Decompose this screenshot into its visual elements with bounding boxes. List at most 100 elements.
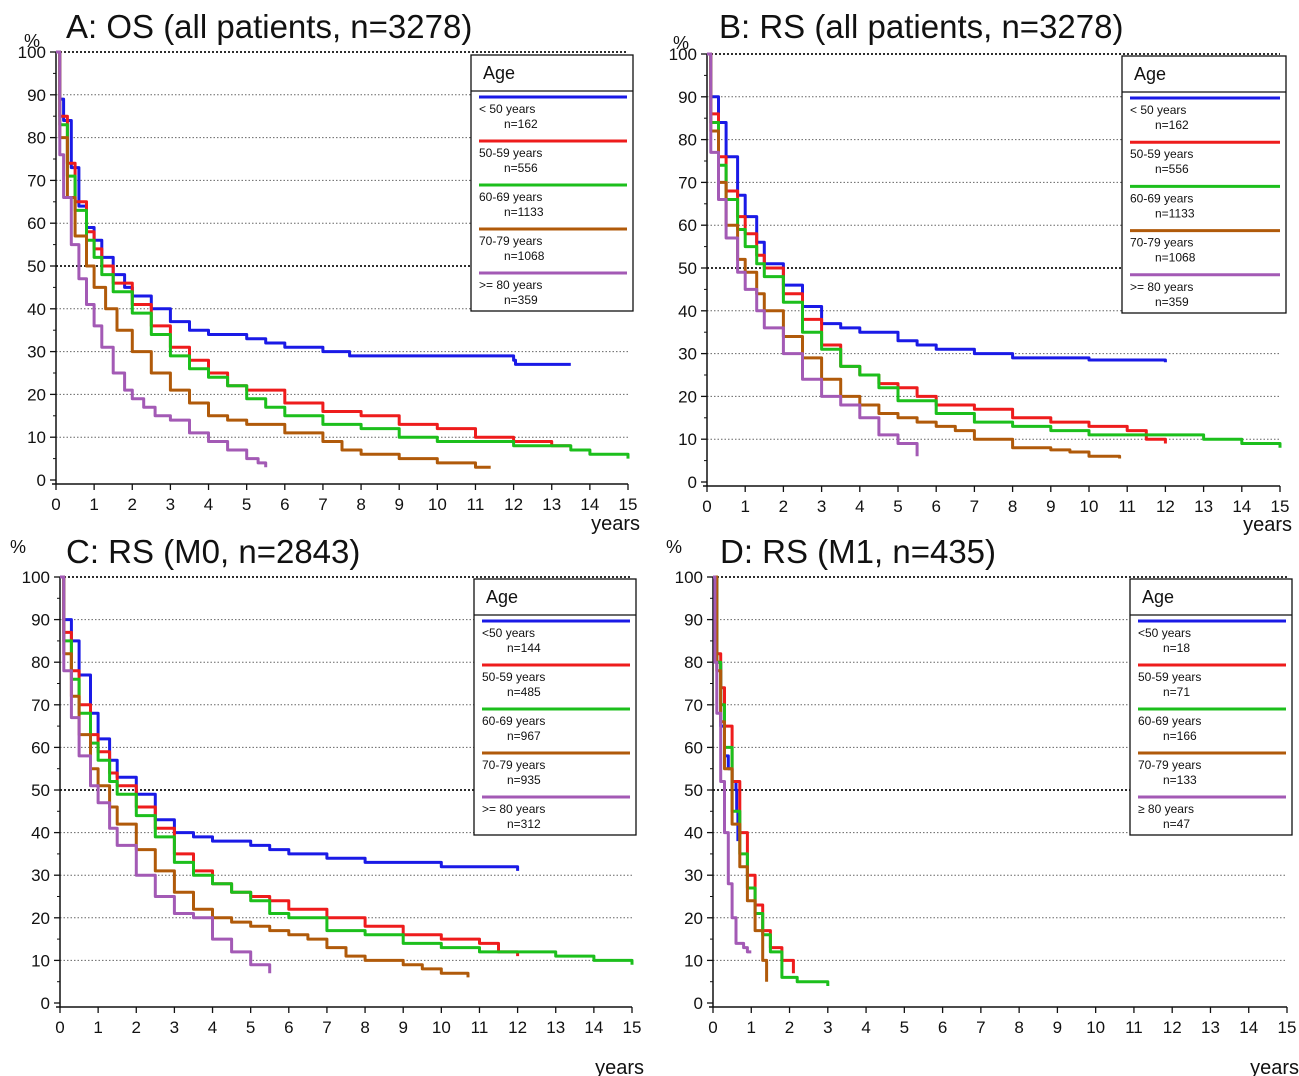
y-tick-label: 90: [31, 611, 50, 630]
chart-title: C: RS (M0, n=2843): [66, 533, 360, 570]
legend-label-5: >= 80 years: [482, 802, 545, 816]
legend-count-2: n=71: [1163, 685, 1190, 699]
y-tick-label: 90: [678, 88, 697, 107]
y-tick-label: 20: [678, 387, 697, 406]
y-tick-label: 70: [27, 171, 46, 190]
y-tick-label: 40: [27, 300, 46, 319]
x-tick-label: 4: [855, 497, 864, 516]
legend-count-2: n=556: [1155, 162, 1189, 176]
x-tick-label: 12: [1156, 497, 1175, 516]
legend-count-4: n=1068: [504, 249, 545, 263]
legend-label-3: 60-69 years: [482, 714, 545, 728]
x-tick-label: 13: [1194, 497, 1213, 516]
chart-panel-d: D: RS (M1, n=435)%years01020304050607080…: [666, 533, 1299, 1076]
chart-title: A: OS (all patients, n=3278): [66, 8, 472, 45]
y-tick-label: 70: [678, 173, 697, 192]
y-tick-label: 20: [27, 385, 46, 404]
legend-count-4: n=1068: [1155, 251, 1196, 265]
x-tick-label: 6: [938, 1018, 947, 1037]
legend-count-4: n=935: [507, 773, 541, 787]
y-tick-label: 30: [27, 343, 46, 362]
y-tick-label: 40: [684, 824, 703, 843]
y-tick-label: 100: [22, 568, 50, 587]
chart-panel-b: B: RS (all patients, n=3278)%years010203…: [669, 8, 1292, 536]
x-tick-label: 3: [817, 497, 826, 516]
legend-label-2: 50-59 years: [1138, 670, 1201, 684]
chart-panel-c: C: RS (M0, n=2843)%years0102030405060708…: [10, 533, 644, 1076]
series-line-4: [56, 50, 491, 469]
y-tick-label: 50: [684, 781, 703, 800]
y-tick-label: 0: [41, 994, 50, 1013]
x-axis-label: years: [591, 513, 640, 535]
y-tick-label: 20: [31, 909, 50, 928]
y-tick-label: 30: [684, 866, 703, 885]
x-tick-label: 4: [861, 1018, 870, 1037]
x-tick-label: 8: [356, 495, 365, 514]
x-tick-label: 12: [504, 495, 523, 514]
x-tick-label: 9: [1046, 497, 1055, 516]
x-tick-label: 13: [542, 495, 561, 514]
y-tick-label: 50: [27, 257, 46, 276]
x-tick-label: 7: [970, 497, 979, 516]
series-line-3: [713, 575, 830, 986]
legend-count-5: n=312: [507, 817, 541, 831]
x-tick-label: 15: [623, 1018, 642, 1037]
x-tick-label: 7: [976, 1018, 985, 1037]
x-tick-label: 6: [284, 1018, 293, 1037]
legend-count-1: n=144: [507, 641, 541, 655]
legend-label-1: < 50 years: [479, 102, 535, 116]
x-tick-label: 14: [1239, 1018, 1258, 1037]
x-axis-label: years: [1243, 514, 1292, 536]
legend-label-4: 70-79 years: [1130, 236, 1193, 250]
x-tick-label: 0: [55, 1018, 64, 1037]
x-tick-label: 1: [89, 495, 98, 514]
legend-label-1: < 50 years: [1130, 103, 1186, 117]
legend-label-3: 60-69 years: [1138, 714, 1201, 728]
series-line-3: [56, 50, 630, 459]
series-line-4: [713, 575, 769, 982]
legend-label-2: 50-59 years: [1130, 147, 1193, 161]
y-tick-label: 50: [678, 259, 697, 278]
x-tick-label: 1: [747, 1018, 756, 1037]
legend-title: Age: [483, 63, 515, 83]
legend-count-5: n=47: [1163, 817, 1190, 831]
x-tick-label: 12: [508, 1018, 527, 1037]
chart-title: D: RS (M1, n=435): [720, 533, 996, 570]
legend-count-3: n=967: [507, 729, 541, 743]
legend-label-5: ≥ 80 years: [1138, 802, 1194, 816]
series-line-2: [713, 575, 795, 974]
series-line-5: [56, 50, 268, 468]
x-tick-label: 15: [619, 495, 638, 514]
y-tick-label: 30: [678, 345, 697, 364]
legend-count-1: n=162: [1155, 118, 1189, 132]
x-axis-label: years: [1250, 1057, 1299, 1076]
x-tick-label: 11: [1125, 1018, 1143, 1037]
chart-panel-a: A: OS (all patients, n=3278)%years010203…: [18, 8, 640, 535]
x-tick-label: 11: [471, 1018, 489, 1037]
x-tick-label: 2: [785, 1018, 794, 1037]
chart-title: B: RS (all patients, n=3278): [719, 8, 1123, 45]
legend-count-2: n=556: [504, 161, 538, 175]
y-tick-label: 80: [27, 129, 46, 148]
y-tick-label: 40: [678, 302, 697, 321]
legend-label-5: >= 80 years: [479, 278, 542, 292]
series-line-2: [60, 575, 520, 957]
x-tick-label: 10: [432, 1018, 451, 1037]
x-tick-label: 3: [823, 1018, 832, 1037]
y-tick-label: 60: [27, 214, 46, 233]
legend-label-1: <50 years: [482, 626, 535, 640]
x-tick-label: 7: [318, 495, 327, 514]
x-tick-label: 14: [584, 1018, 603, 1037]
x-tick-label: 13: [1201, 1018, 1220, 1037]
y-tick-label: 10: [27, 428, 46, 447]
x-tick-label: 7: [322, 1018, 331, 1037]
y-tick-label: 50: [31, 781, 50, 800]
x-tick-label: 9: [398, 1018, 407, 1037]
legend-label-1: <50 years: [1138, 626, 1191, 640]
y-tick-label: 70: [684, 696, 703, 715]
y-tick-label: 90: [684, 611, 703, 630]
x-tick-label: 8: [360, 1018, 369, 1037]
